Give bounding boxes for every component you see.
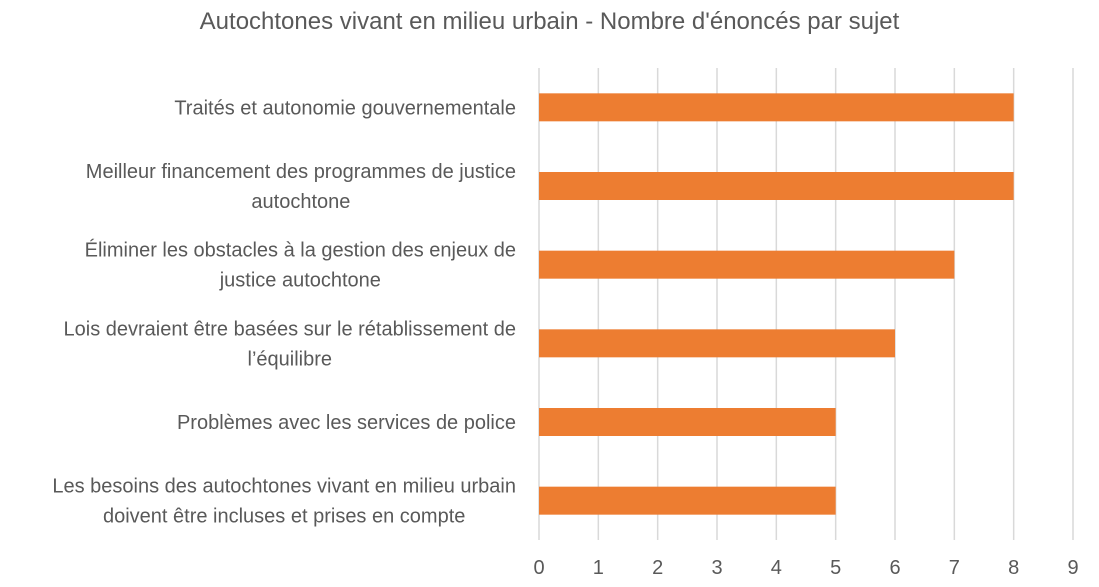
x-tick-label: 2 bbox=[652, 557, 663, 579]
x-axis-tick-labels: 0 1 2 3 4 5 6 7 8 9 bbox=[533, 557, 1078, 579]
chart-title: Autochtones vivant en milieu urbain - No… bbox=[199, 8, 900, 35]
x-tick-label: 5 bbox=[830, 557, 841, 579]
bar bbox=[539, 408, 836, 436]
bars bbox=[539, 93, 1014, 515]
category-label: Éliminer les obstacles à la gestion des … bbox=[85, 239, 516, 292]
x-tick-label: 0 bbox=[533, 557, 544, 579]
bar bbox=[539, 93, 1014, 122]
x-tick-label: 9 bbox=[1067, 557, 1078, 579]
x-tick-label: 3 bbox=[711, 557, 722, 579]
category-label: Traités et autonomie gouvernementale bbox=[174, 97, 516, 119]
category-label: Lois devraient être basées sur le rétabl… bbox=[64, 318, 516, 370]
category-labels: Traités et autonomie gouvernementale Meil… bbox=[52, 97, 516, 527]
bar bbox=[539, 329, 895, 358]
bar bbox=[539, 172, 1014, 200]
gridlines bbox=[538, 68, 1074, 540]
x-tick-label: 7 bbox=[949, 557, 960, 579]
bar bbox=[539, 486, 836, 515]
bar bbox=[539, 250, 955, 279]
category-label: Les besoins des autochtones vivant en mi… bbox=[52, 476, 516, 528]
category-label: Meilleur financement des programmes de j… bbox=[86, 161, 516, 213]
x-tick-label: 4 bbox=[771, 557, 782, 579]
x-tick-label: 6 bbox=[889, 557, 900, 579]
x-tick-label: 8 bbox=[1008, 557, 1019, 579]
category-label: Problèmes avec les services de police bbox=[177, 412, 516, 434]
x-tick-label: 1 bbox=[593, 557, 604, 579]
